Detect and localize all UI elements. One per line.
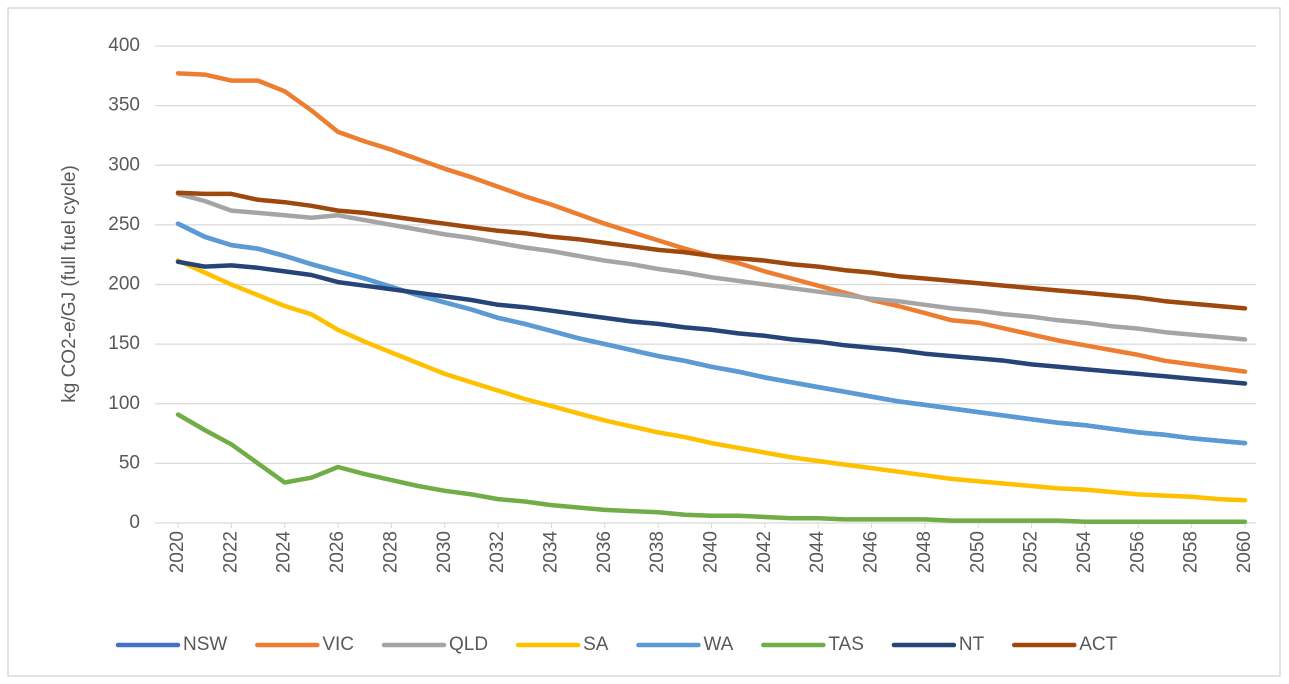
legend-label: WA [703,634,733,655]
series-line [175,412,1248,525]
x-tick-label: 2044 [807,531,828,574]
x-tick-label: 2052 [1021,531,1042,573]
x-tick-label: 2056 [1127,531,1148,573]
y-tick-label: 150 [108,333,140,354]
series-line [175,190,1248,311]
series-line [175,258,1248,503]
y-tick-label: 350 [108,95,140,116]
y-tick-label: 250 [108,214,140,235]
x-tick-label: 2026 [327,531,348,573]
legend-label: TAS [828,634,864,655]
x-tick-label: 2022 [220,531,241,573]
x-tick-label: 2046 [861,531,882,573]
y-tick-label: 100 [108,393,140,414]
legend-label: ACT [1079,634,1117,655]
x-tick-label: 2040 [701,531,722,573]
legend-label: SA [583,634,609,655]
y-tick-label: 300 [108,154,140,175]
x-tick-label: 2034 [540,531,561,574]
x-tick-label: 2032 [487,531,508,573]
legend-label: QLD [449,634,488,655]
series-line [175,221,1248,446]
y-axis-label: kg CO2-e/GJ (full fuel cycle) [59,165,80,403]
y-tick-label: 400 [108,35,140,56]
x-tick-label: 2048 [914,531,935,573]
x-tick-label: 2020 [167,531,188,573]
x-tick-label: 2060 [1234,531,1255,573]
x-tick-label: 2042 [754,531,775,573]
chart-frame [7,7,1281,677]
x-tick-label: 2050 [967,531,988,573]
x-tick-label: 2038 [647,531,668,573]
x-tick-label: 2024 [274,531,295,574]
y-tick-label: 50 [119,452,140,473]
y-tick-label: 200 [108,274,140,295]
x-tick-label: 2058 [1181,531,1202,573]
legend-label: NSW [183,634,227,655]
legend-label: VIC [322,634,354,655]
x-tick-label: 2028 [380,531,401,573]
x-tick-label: 2030 [434,531,455,573]
legend-label: NT [959,634,985,655]
x-tick-label: 2036 [594,531,615,573]
x-tick-label: 2054 [1074,531,1095,574]
series-line [175,191,1248,342]
series-line [175,259,1248,386]
y-tick-label: 0 [129,512,140,533]
